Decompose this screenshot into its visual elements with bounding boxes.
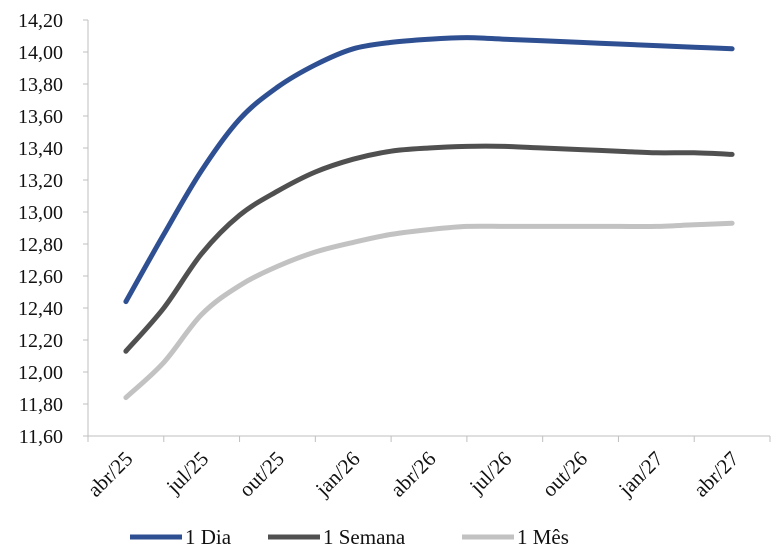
y-tick-label: 12,00 (18, 362, 63, 384)
x-tick-label: abr/26 (386, 447, 441, 502)
y-tick-label: 14,20 (18, 10, 63, 32)
legend-label-3: 1 Mês (517, 525, 569, 549)
series-line-1 (123, 35, 735, 305)
x-tick-label: jan/27 (613, 447, 668, 502)
series-line-2 (123, 143, 735, 354)
y-tick-label: 13,20 (18, 170, 63, 192)
y-tick-label: 13,60 (18, 106, 63, 128)
x-tick-label: abr/25 (83, 447, 138, 502)
x-tick-label: jul/26 (464, 447, 516, 499)
x-tick-label: jan/26 (310, 447, 365, 502)
y-tick-label: 13,40 (18, 138, 63, 160)
series-line-3 (123, 220, 735, 401)
y-tick-label: 12,80 (18, 234, 63, 256)
y-tick-label: 14,00 (18, 42, 63, 64)
y-tick-label: 11,60 (19, 426, 63, 448)
y-tick-label: 12,60 (18, 266, 63, 288)
x-tick-label: out/25 (234, 447, 289, 502)
x-tick-label: abr/27 (689, 447, 744, 502)
y-tick-label: 13,80 (18, 74, 63, 96)
y-tick-label: 13,00 (18, 202, 63, 224)
y-tick-label: 12,40 (18, 298, 63, 320)
y-tick-label: 12,20 (18, 330, 63, 352)
y-tick-label: 11,80 (19, 394, 63, 416)
x-tick-label: jul/25 (161, 447, 213, 499)
legend-label-1: 1 Dia (185, 525, 232, 549)
legend-label-2: 1 Semana (323, 525, 406, 549)
x-tick-label: out/26 (537, 447, 592, 502)
